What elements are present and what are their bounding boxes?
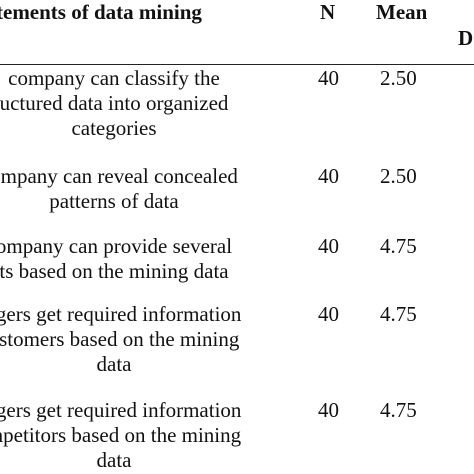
row-mean: 2.50 xyxy=(380,164,417,188)
row-statement: agers get required information ustomers b… xyxy=(0,302,242,376)
row-mean: 2.50 xyxy=(380,66,417,90)
header-statements: tements of data mining xyxy=(0,0,202,24)
header-mean: Mean xyxy=(376,0,428,24)
row-n: 40 xyxy=(318,234,339,258)
row-mean: 4.75 xyxy=(380,398,417,422)
row-mean: 4.75 xyxy=(380,302,417,326)
row-n: 40 xyxy=(318,302,339,326)
header-rule xyxy=(0,64,474,65)
header-n: N xyxy=(320,0,336,24)
header-sd: D xyxy=(458,26,474,50)
row-statement: ompany can provide several ts based on th… xyxy=(0,234,233,283)
row-n: 40 xyxy=(318,398,339,422)
row-statement: ompany can reveal concealed patterns of d… xyxy=(0,164,238,213)
row-n: 40 xyxy=(318,66,339,90)
row-mean: 4.75 xyxy=(380,234,417,258)
row-n: 40 xyxy=(318,164,339,188)
row-statement: agers get required information mpetitors … xyxy=(0,398,242,472)
row-statement: company can classify the uctured data int… xyxy=(0,66,229,140)
